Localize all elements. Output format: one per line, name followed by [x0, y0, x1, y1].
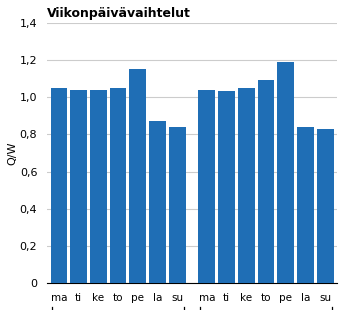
Bar [129, 69, 146, 283]
Bar [317, 129, 334, 283]
Bar [149, 121, 166, 283]
Bar [258, 80, 275, 283]
Bar [51, 88, 67, 283]
Bar [238, 88, 255, 283]
Bar [297, 127, 314, 283]
Bar [90, 90, 107, 283]
Bar [110, 88, 127, 283]
Bar [70, 90, 87, 283]
Y-axis label: Q/W: Q/W [7, 141, 17, 165]
Bar [198, 90, 215, 283]
Bar [277, 62, 294, 283]
Text: Viikonpäivävaihtelut: Viikonpäivävaihtelut [47, 7, 191, 20]
Bar [218, 91, 235, 283]
Bar [169, 127, 186, 283]
